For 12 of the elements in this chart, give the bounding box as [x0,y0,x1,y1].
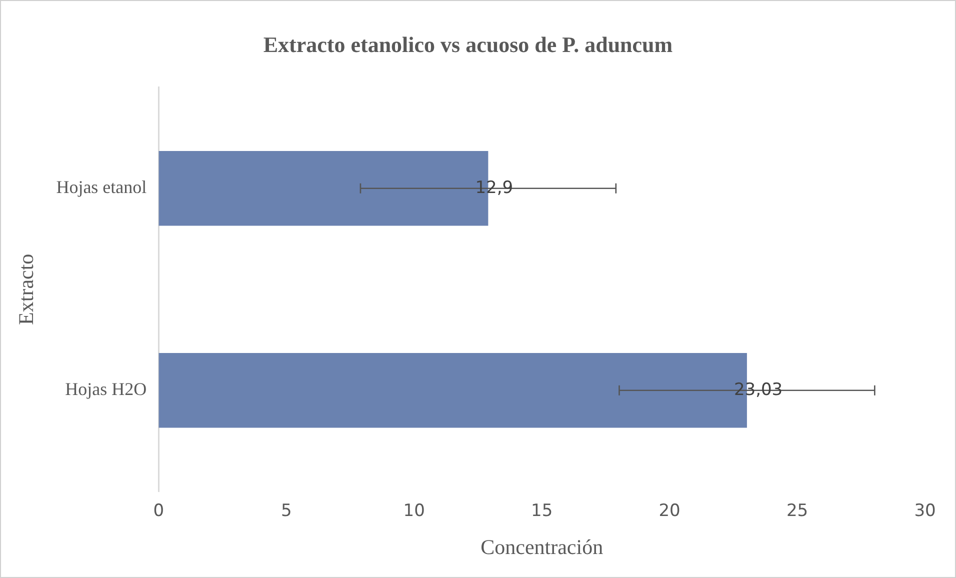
y-axis-title: Extracto [14,254,38,325]
x-tick-label: 30 [914,501,936,522]
x-tick-label: 5 [280,501,292,522]
x-axis-title: Concentración [480,534,604,559]
x-tick-label: 0 [153,501,164,522]
x-tick-label: 15 [531,501,553,522]
x-tick-label: 20 [658,501,680,522]
y-tick-label: Hojas H2O [65,379,147,400]
y-tick-label: Hojas etanol [56,177,147,198]
x-tick-label: 25 [786,501,808,522]
x-tick-label: 10 [403,501,425,522]
chart-title: Extracto etanolico vs acuoso de P. aduncum [263,32,673,57]
